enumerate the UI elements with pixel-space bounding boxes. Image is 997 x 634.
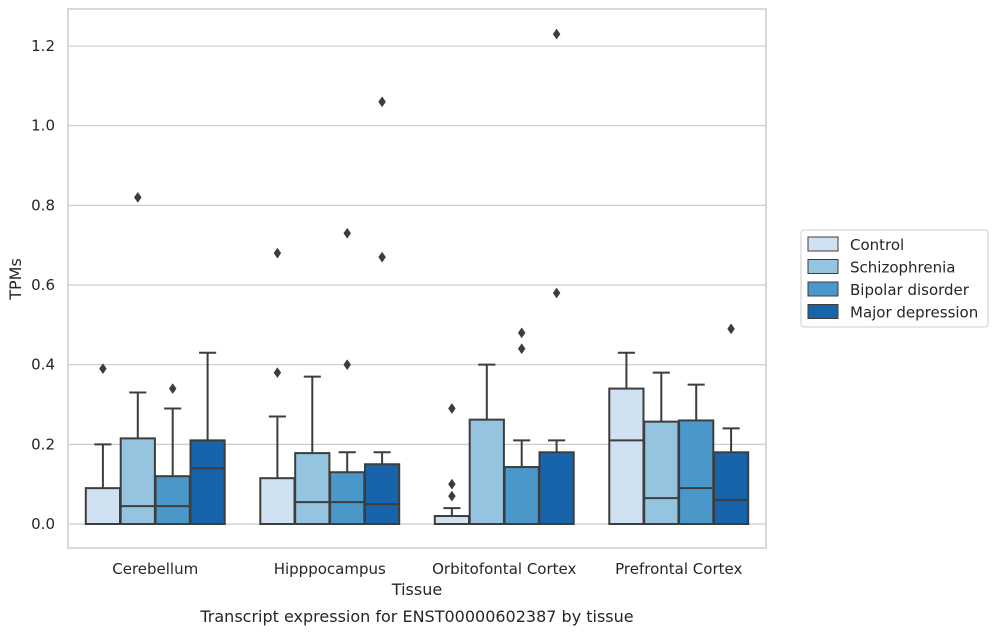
outlier-point [727, 323, 735, 335]
chart-caption: Transcript expression for ENST0000060238… [199, 607, 633, 626]
outlier-point [99, 363, 107, 375]
outlier-point [273, 247, 282, 259]
box-group [154, 383, 191, 526]
y-tick-label: 1.2 [31, 37, 55, 55]
x-axis-title: Tissue [391, 580, 442, 599]
box-group [538, 28, 575, 525]
outlier-point [552, 28, 561, 40]
box [643, 420, 680, 525]
boxes [84, 28, 750, 526]
outlier-point [552, 287, 561, 299]
box [363, 463, 401, 526]
y-tick-label: 0.6 [31, 276, 55, 294]
outlier-point [343, 359, 352, 371]
outlier-point [448, 490, 456, 502]
box [433, 515, 471, 525]
legend: Control Schizophrenia Bipolar disorder Majo… [800, 229, 989, 328]
box-group [433, 403, 471, 525]
outlier-point [378, 96, 386, 108]
box [84, 487, 122, 526]
legend-label: Major depression [850, 304, 978, 322]
outlier-point [448, 478, 456, 490]
box-group [84, 363, 122, 526]
box [468, 418, 505, 525]
legend-swatch [807, 259, 839, 274]
box-group [678, 383, 715, 525]
y-tick-labels: 0.0 0.2 0.4 0.6 0.8 1.0 1.2 [31, 37, 55, 533]
box-group [712, 323, 750, 525]
x-tick-label: Prefrontal Cortex [615, 560, 742, 578]
plot-frame [67, 8, 767, 549]
legend-items: Control Schizophrenia Bipolar disorder Majo… [807, 236, 978, 322]
outlier-point [517, 327, 526, 339]
y-tick-label: 0.4 [31, 356, 55, 374]
box [189, 439, 226, 525]
legend-swatch [807, 281, 839, 297]
legend-label: Control [850, 236, 904, 254]
y-tick-label: 0.8 [31, 196, 55, 214]
box [538, 451, 575, 525]
box-group [329, 227, 366, 526]
box [678, 419, 715, 525]
x-tick-labels: Cerebellum Hipppocampus Orbitofontal Corte… [112, 560, 742, 578]
legend-swatch [807, 304, 839, 319]
box [712, 451, 750, 525]
outlier-point [343, 227, 352, 239]
box-group [363, 96, 401, 526]
box-group [259, 247, 296, 525]
box-group [189, 351, 226, 525]
outlier-point [448, 403, 456, 414]
outlier-point [517, 343, 526, 355]
legend-frame [800, 229, 989, 328]
outlier-point [168, 383, 177, 395]
legend-label: Schizophrenia [850, 259, 955, 277]
x-tick-label: Orbitofontal Cortex [432, 560, 576, 578]
y-tick-label: 1.0 [31, 117, 55, 135]
box-group [503, 327, 540, 525]
box-group [608, 351, 645, 525]
box [503, 466, 540, 525]
box [608, 387, 645, 525]
box [154, 475, 191, 526]
y-axis-title: TPMs [6, 258, 25, 301]
box-group [643, 371, 680, 525]
legend-swatch [807, 236, 839, 252]
outlier-point [273, 367, 282, 379]
outlier-point [378, 251, 386, 263]
box-group [468, 363, 505, 525]
box [294, 452, 331, 525]
y-tick-label: 0.2 [31, 435, 55, 453]
legend-label: Bipolar disorder [850, 281, 970, 299]
x-tick-label: Hipppocampus [274, 560, 386, 578]
box [259, 477, 296, 525]
x-tick-label: Cerebellum [112, 560, 198, 578]
box [329, 471, 366, 526]
outlier-point [133, 191, 142, 203]
y-tick-label: 0.0 [31, 515, 55, 533]
box [119, 437, 156, 526]
